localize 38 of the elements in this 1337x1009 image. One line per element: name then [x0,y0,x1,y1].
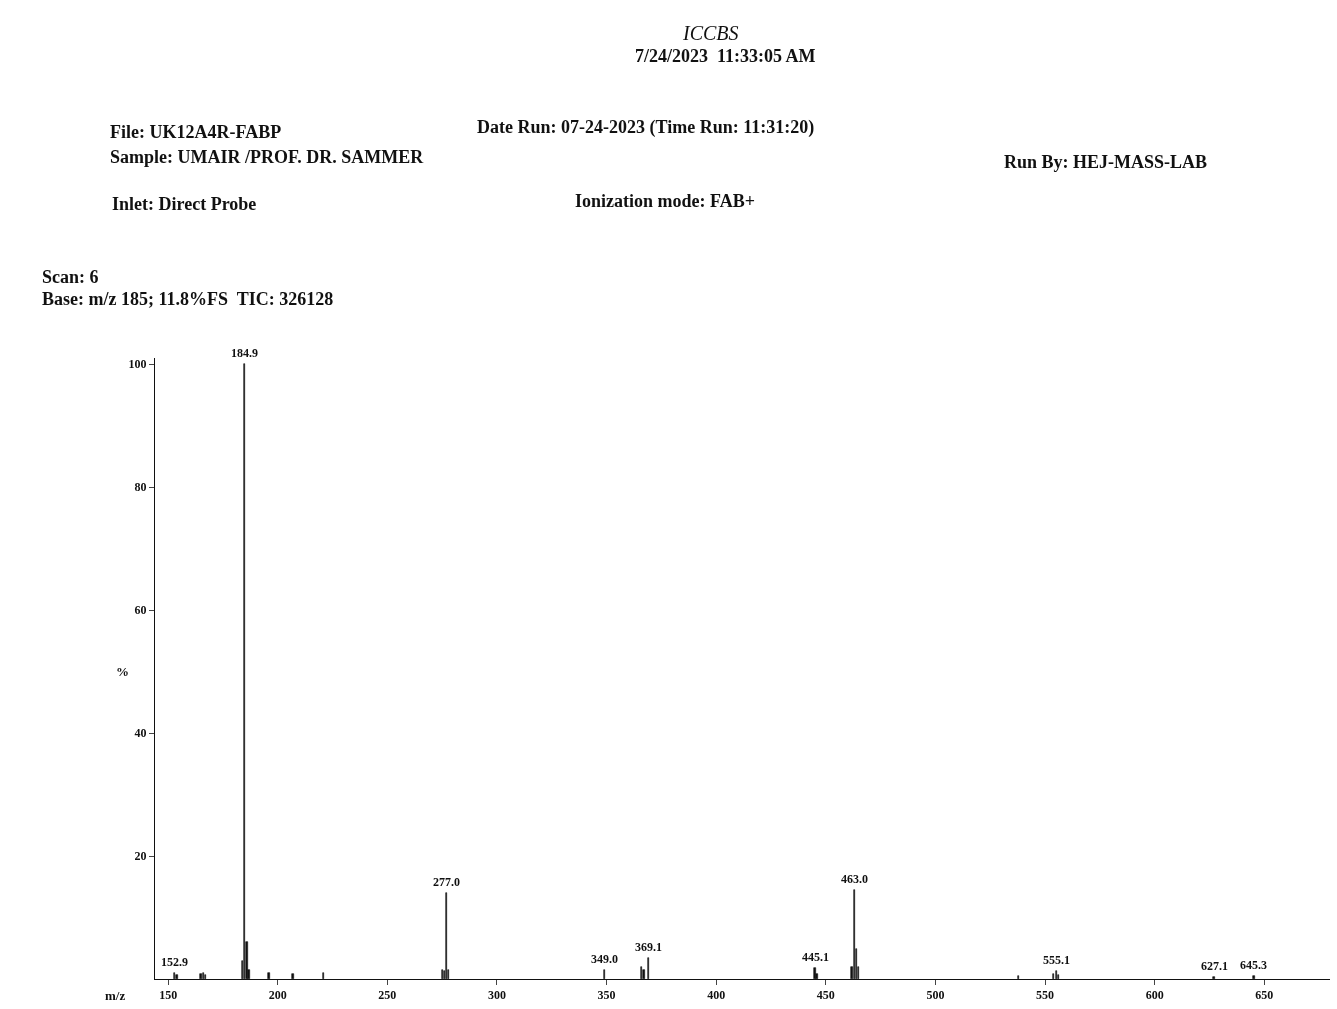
y-tick-label: 80 [134,480,147,495]
y-tick-label: 60 [134,603,147,618]
x-tick-label: 550 [1036,988,1055,1003]
x-tick-label: 400 [707,988,726,1003]
x-tick-label: 450 [816,988,835,1003]
chart-subtitle: 7/24/2023 11:33:05 AM [635,46,816,66]
x-tick-label: 600 [1145,988,1164,1003]
annotation: 152.9 [161,955,188,969]
text: Sample: UMAIR /PROF. DR. SAMMER [110,147,425,167]
x-tick-label: 200 [268,988,287,1003]
text: Run By: HEJ-MASS-LAB [1004,152,1208,172]
annotation: 369.1 [635,940,662,954]
x-tick-label: 500 [926,988,945,1003]
x-tick-label: 250 [378,988,397,1003]
annotation: 463.0 [841,872,868,886]
annotation: 445.1 [802,950,829,964]
y-tick-label: 100 [128,357,147,372]
chart-title: ICCBS [682,22,739,44]
y-tick-label: 40 [134,726,147,741]
text: Date Run: 07-24-2023 (Time Run: 11:31:20) [477,117,815,138]
annotation: 184.9 [231,346,258,360]
annotation: 645.3 [1240,958,1267,972]
annotation: 277.0 [433,875,460,889]
text: Base: m/z 185; 11.8%FS TIC: 326128 [42,289,334,309]
x-tick-label: 350 [597,988,616,1003]
y-tick-label: 20 [134,849,147,864]
text: Inlet: Direct Probe [112,194,257,214]
x-tick-label: 150 [159,988,178,1003]
y-axis-title: % [116,664,129,679]
annotation: 349.0 [591,952,618,966]
x-tick-label: 300 [487,988,506,1003]
text: File: UK12A4R-FABP [110,122,282,142]
annotation: 555.1 [1043,953,1070,967]
text: Ionization mode: FAB+ [575,191,755,211]
x-axis-title: m/z [105,988,126,1003]
text: Scan: 6 [42,267,99,287]
annotation: 627.1 [1201,959,1228,973]
x-tick-label: 650 [1255,988,1274,1003]
